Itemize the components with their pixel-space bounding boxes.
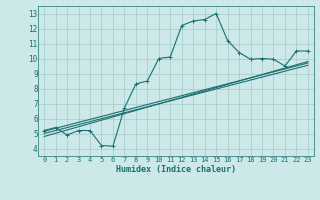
X-axis label: Humidex (Indice chaleur): Humidex (Indice chaleur)	[116, 165, 236, 174]
